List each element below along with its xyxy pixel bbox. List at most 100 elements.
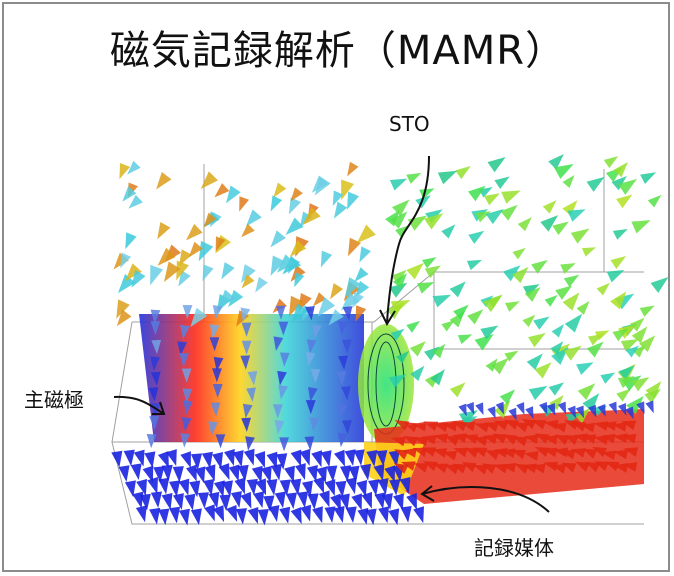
field-arrow — [180, 433, 191, 448]
field-arrow — [144, 451, 156, 469]
field-arrow — [111, 450, 123, 468]
field-arrow — [618, 365, 635, 380]
field-arrow — [275, 305, 286, 320]
field-arrow — [570, 448, 586, 458]
field-arrow — [366, 449, 378, 467]
field-arrow — [243, 448, 255, 466]
field-arrow — [241, 340, 252, 355]
field-arrow — [577, 383, 596, 401]
field-arrow — [149, 507, 161, 525]
field-arrow — [582, 393, 600, 412]
field-arrow — [217, 289, 236, 309]
field-arrow — [356, 224, 376, 244]
field-arrow — [647, 194, 662, 208]
field-arrow — [452, 433, 467, 443]
field-arrow — [203, 212, 217, 228]
field-arrow — [251, 465, 263, 483]
field-arrow — [618, 403, 627, 416]
field-arrow — [345, 506, 357, 524]
field-arrow — [185, 223, 203, 241]
field-arrow — [390, 300, 411, 314]
field-arrow — [270, 255, 286, 276]
annotation-arrows — [113, 155, 550, 513]
field-arrow — [604, 461, 620, 472]
field-arrow — [182, 305, 193, 320]
field-arrow — [330, 493, 341, 511]
field-arrow — [564, 313, 583, 333]
field-arrow — [200, 171, 219, 189]
field-arrow — [255, 478, 267, 496]
field-arrow — [449, 281, 466, 298]
field-arrow — [531, 259, 548, 274]
field-arrow — [324, 506, 336, 523]
field-arrow — [585, 461, 601, 473]
field-arrow — [172, 466, 184, 483]
field-arrow — [338, 493, 350, 511]
field-arrow — [213, 356, 224, 372]
field-arrow — [500, 448, 516, 458]
field-arrow — [424, 265, 441, 279]
field-arrow — [131, 269, 146, 288]
field-arrow — [326, 465, 338, 482]
field-arrow — [571, 421, 587, 432]
field-arrow — [290, 187, 303, 202]
field-arrow — [150, 371, 161, 386]
field-arrow — [521, 419, 537, 430]
field-arrow — [553, 447, 569, 458]
field-arrow — [543, 461, 559, 472]
field-arrow — [270, 195, 283, 212]
field-arrow — [348, 465, 360, 483]
field-arrow — [524, 287, 541, 302]
field-arrow — [330, 283, 344, 300]
field-arrow — [511, 449, 526, 460]
field-arrow — [406, 320, 421, 333]
field-arrow — [276, 453, 288, 470]
field-arrow — [612, 421, 627, 432]
field-arrow — [157, 451, 169, 469]
field-arrow — [279, 437, 290, 452]
field-arrow — [278, 384, 289, 400]
field-arrow — [499, 389, 516, 405]
field-arrow — [417, 281, 435, 294]
field-arrow — [482, 295, 502, 313]
field-arrow — [347, 161, 359, 177]
field-arrow — [391, 436, 406, 447]
medium-pointer-arrow — [421, 486, 550, 513]
field-arrow — [169, 506, 181, 524]
field-arrow — [611, 176, 627, 191]
field-arrow — [232, 450, 244, 468]
field-arrow — [234, 477, 246, 495]
field-arrow — [548, 382, 565, 396]
field-arrow — [314, 176, 331, 196]
field-arrow — [433, 463, 448, 473]
field-arrow — [473, 465, 488, 475]
field-arrow — [352, 292, 364, 309]
field-arrow — [458, 403, 467, 417]
field-arrow — [554, 164, 574, 179]
field-arrow — [562, 175, 575, 188]
field-arrow — [300, 504, 312, 522]
field-arrow — [355, 280, 370, 298]
field-arrow — [181, 368, 192, 383]
field-arrow — [494, 176, 510, 190]
field-arrow — [512, 436, 528, 447]
field-arrow — [156, 172, 172, 190]
field-arrow — [311, 450, 322, 468]
field-arrow — [526, 353, 543, 371]
field-arrow — [119, 162, 131, 180]
field-arrow — [274, 419, 285, 435]
field-arrow — [285, 492, 297, 510]
field-arrow — [421, 434, 437, 445]
field-arrow — [278, 321, 289, 336]
field-arrow — [284, 465, 295, 483]
field-arrow — [560, 263, 576, 274]
field-arrow — [562, 200, 578, 217]
field-arrow — [544, 294, 558, 307]
field-arrow — [273, 336, 284, 351]
field-arrow — [172, 493, 184, 510]
field-arrow — [305, 305, 315, 321]
field-arrow — [228, 464, 240, 482]
field-arrow — [374, 492, 386, 510]
field-arrow — [631, 326, 648, 344]
field-arrow — [384, 465, 396, 483]
